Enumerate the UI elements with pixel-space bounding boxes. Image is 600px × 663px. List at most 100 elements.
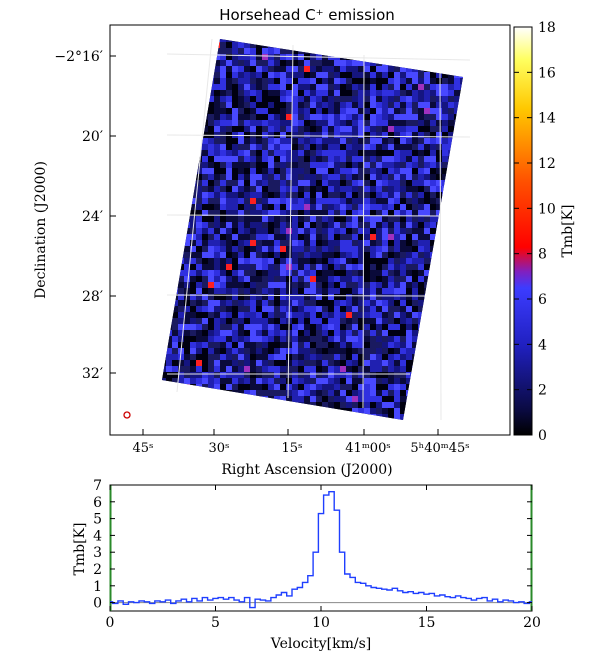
map-pixel xyxy=(262,294,268,300)
map-pixel xyxy=(364,138,370,144)
map-pixel xyxy=(382,126,388,132)
map-pixel xyxy=(364,390,370,396)
map-pixel xyxy=(364,168,370,174)
map-pixel xyxy=(382,318,388,324)
map-pixel xyxy=(250,258,256,264)
map-pixel xyxy=(412,78,418,84)
map-pixel xyxy=(334,210,340,216)
map-pixel xyxy=(406,366,412,372)
map-pixel xyxy=(202,186,208,192)
map-pixel xyxy=(202,354,208,360)
map-pixel xyxy=(322,288,328,294)
map-pixel xyxy=(346,288,352,294)
map-pixel xyxy=(424,246,430,252)
map-pixel xyxy=(358,366,364,372)
map-pixel xyxy=(316,378,322,384)
map-pixel xyxy=(346,204,352,210)
map-pixel xyxy=(298,126,304,132)
map-pixel xyxy=(376,390,382,396)
map-pixel xyxy=(340,294,346,300)
map-pixel xyxy=(364,288,370,294)
map-pixel xyxy=(328,60,334,66)
map-pixel xyxy=(376,246,382,252)
map-pixel xyxy=(334,360,340,366)
map-pixel xyxy=(454,96,460,102)
map-pixel xyxy=(388,120,394,126)
map-pixel xyxy=(208,282,214,288)
map-pixel xyxy=(262,102,268,108)
map-pixel xyxy=(388,330,394,336)
map-pixel xyxy=(376,126,382,132)
map-pixel xyxy=(208,192,214,198)
map-pixel xyxy=(202,270,208,276)
map-pixel xyxy=(310,240,316,246)
map-pixel xyxy=(340,120,346,126)
map-pixel xyxy=(250,90,256,96)
map-pixel xyxy=(352,342,358,348)
map-pixel xyxy=(406,234,412,240)
map-pixel xyxy=(370,324,376,330)
map-pixel xyxy=(400,132,406,138)
map-pixel xyxy=(388,144,394,150)
map-pixel xyxy=(292,90,298,96)
map-pixel xyxy=(376,192,382,198)
map-pixel xyxy=(436,78,442,84)
map-pixel xyxy=(382,186,388,192)
map-pixel xyxy=(322,108,328,114)
map-pixel xyxy=(220,204,226,210)
map-pixel xyxy=(352,222,358,228)
map-pixel xyxy=(238,198,244,204)
map-pixel xyxy=(346,126,352,132)
map-pixel xyxy=(406,120,412,126)
map-pixel xyxy=(388,270,394,276)
map-pixel xyxy=(214,168,220,174)
map-pixel xyxy=(238,174,244,180)
map-pixel xyxy=(316,186,322,192)
map-pixel xyxy=(388,384,394,390)
map-pixel xyxy=(418,162,424,168)
map-pixel xyxy=(280,216,286,222)
map-pixel xyxy=(376,270,382,276)
map-pixel xyxy=(262,84,268,90)
map-pixel xyxy=(340,336,346,342)
map-pixel xyxy=(196,282,202,288)
map-pixel xyxy=(382,294,388,300)
map-pixel xyxy=(340,174,346,180)
map-pixel xyxy=(214,258,220,264)
map-pixel xyxy=(280,126,286,132)
map-pixel xyxy=(346,378,352,384)
map-pixel xyxy=(334,66,340,72)
map-pixel xyxy=(364,312,370,318)
map-pixel xyxy=(274,354,280,360)
map-pixel xyxy=(394,348,400,354)
map-pixel xyxy=(370,204,376,210)
map-pixel xyxy=(232,330,238,336)
map-pixel xyxy=(400,312,406,318)
map-pixel xyxy=(162,366,166,372)
map-pixel xyxy=(358,384,364,390)
map-pixel xyxy=(286,396,292,402)
map-pixel xyxy=(184,354,190,360)
map-pixel xyxy=(298,354,304,360)
map-pixel xyxy=(286,366,292,372)
map-pixel xyxy=(340,396,346,402)
spectrum-x-tick-label: 20 xyxy=(523,615,541,631)
map-pixel xyxy=(256,366,262,372)
map-pixel xyxy=(202,378,208,384)
map-pixel xyxy=(214,54,220,60)
map-pixel xyxy=(310,306,316,312)
map-pixel xyxy=(280,336,286,342)
map-pixel xyxy=(190,234,196,240)
map-pixel xyxy=(202,162,208,168)
map-pixel xyxy=(226,210,232,216)
map-pixel xyxy=(232,294,238,300)
map-pixel xyxy=(346,66,352,72)
map-pixel xyxy=(322,126,328,132)
map-pixel xyxy=(364,90,370,96)
map-pixel xyxy=(352,330,358,336)
map-pixel xyxy=(430,144,436,150)
map-pixel xyxy=(196,300,202,306)
map-pixel xyxy=(214,84,220,90)
map-pixel xyxy=(340,228,346,234)
map-pixel xyxy=(304,66,310,72)
